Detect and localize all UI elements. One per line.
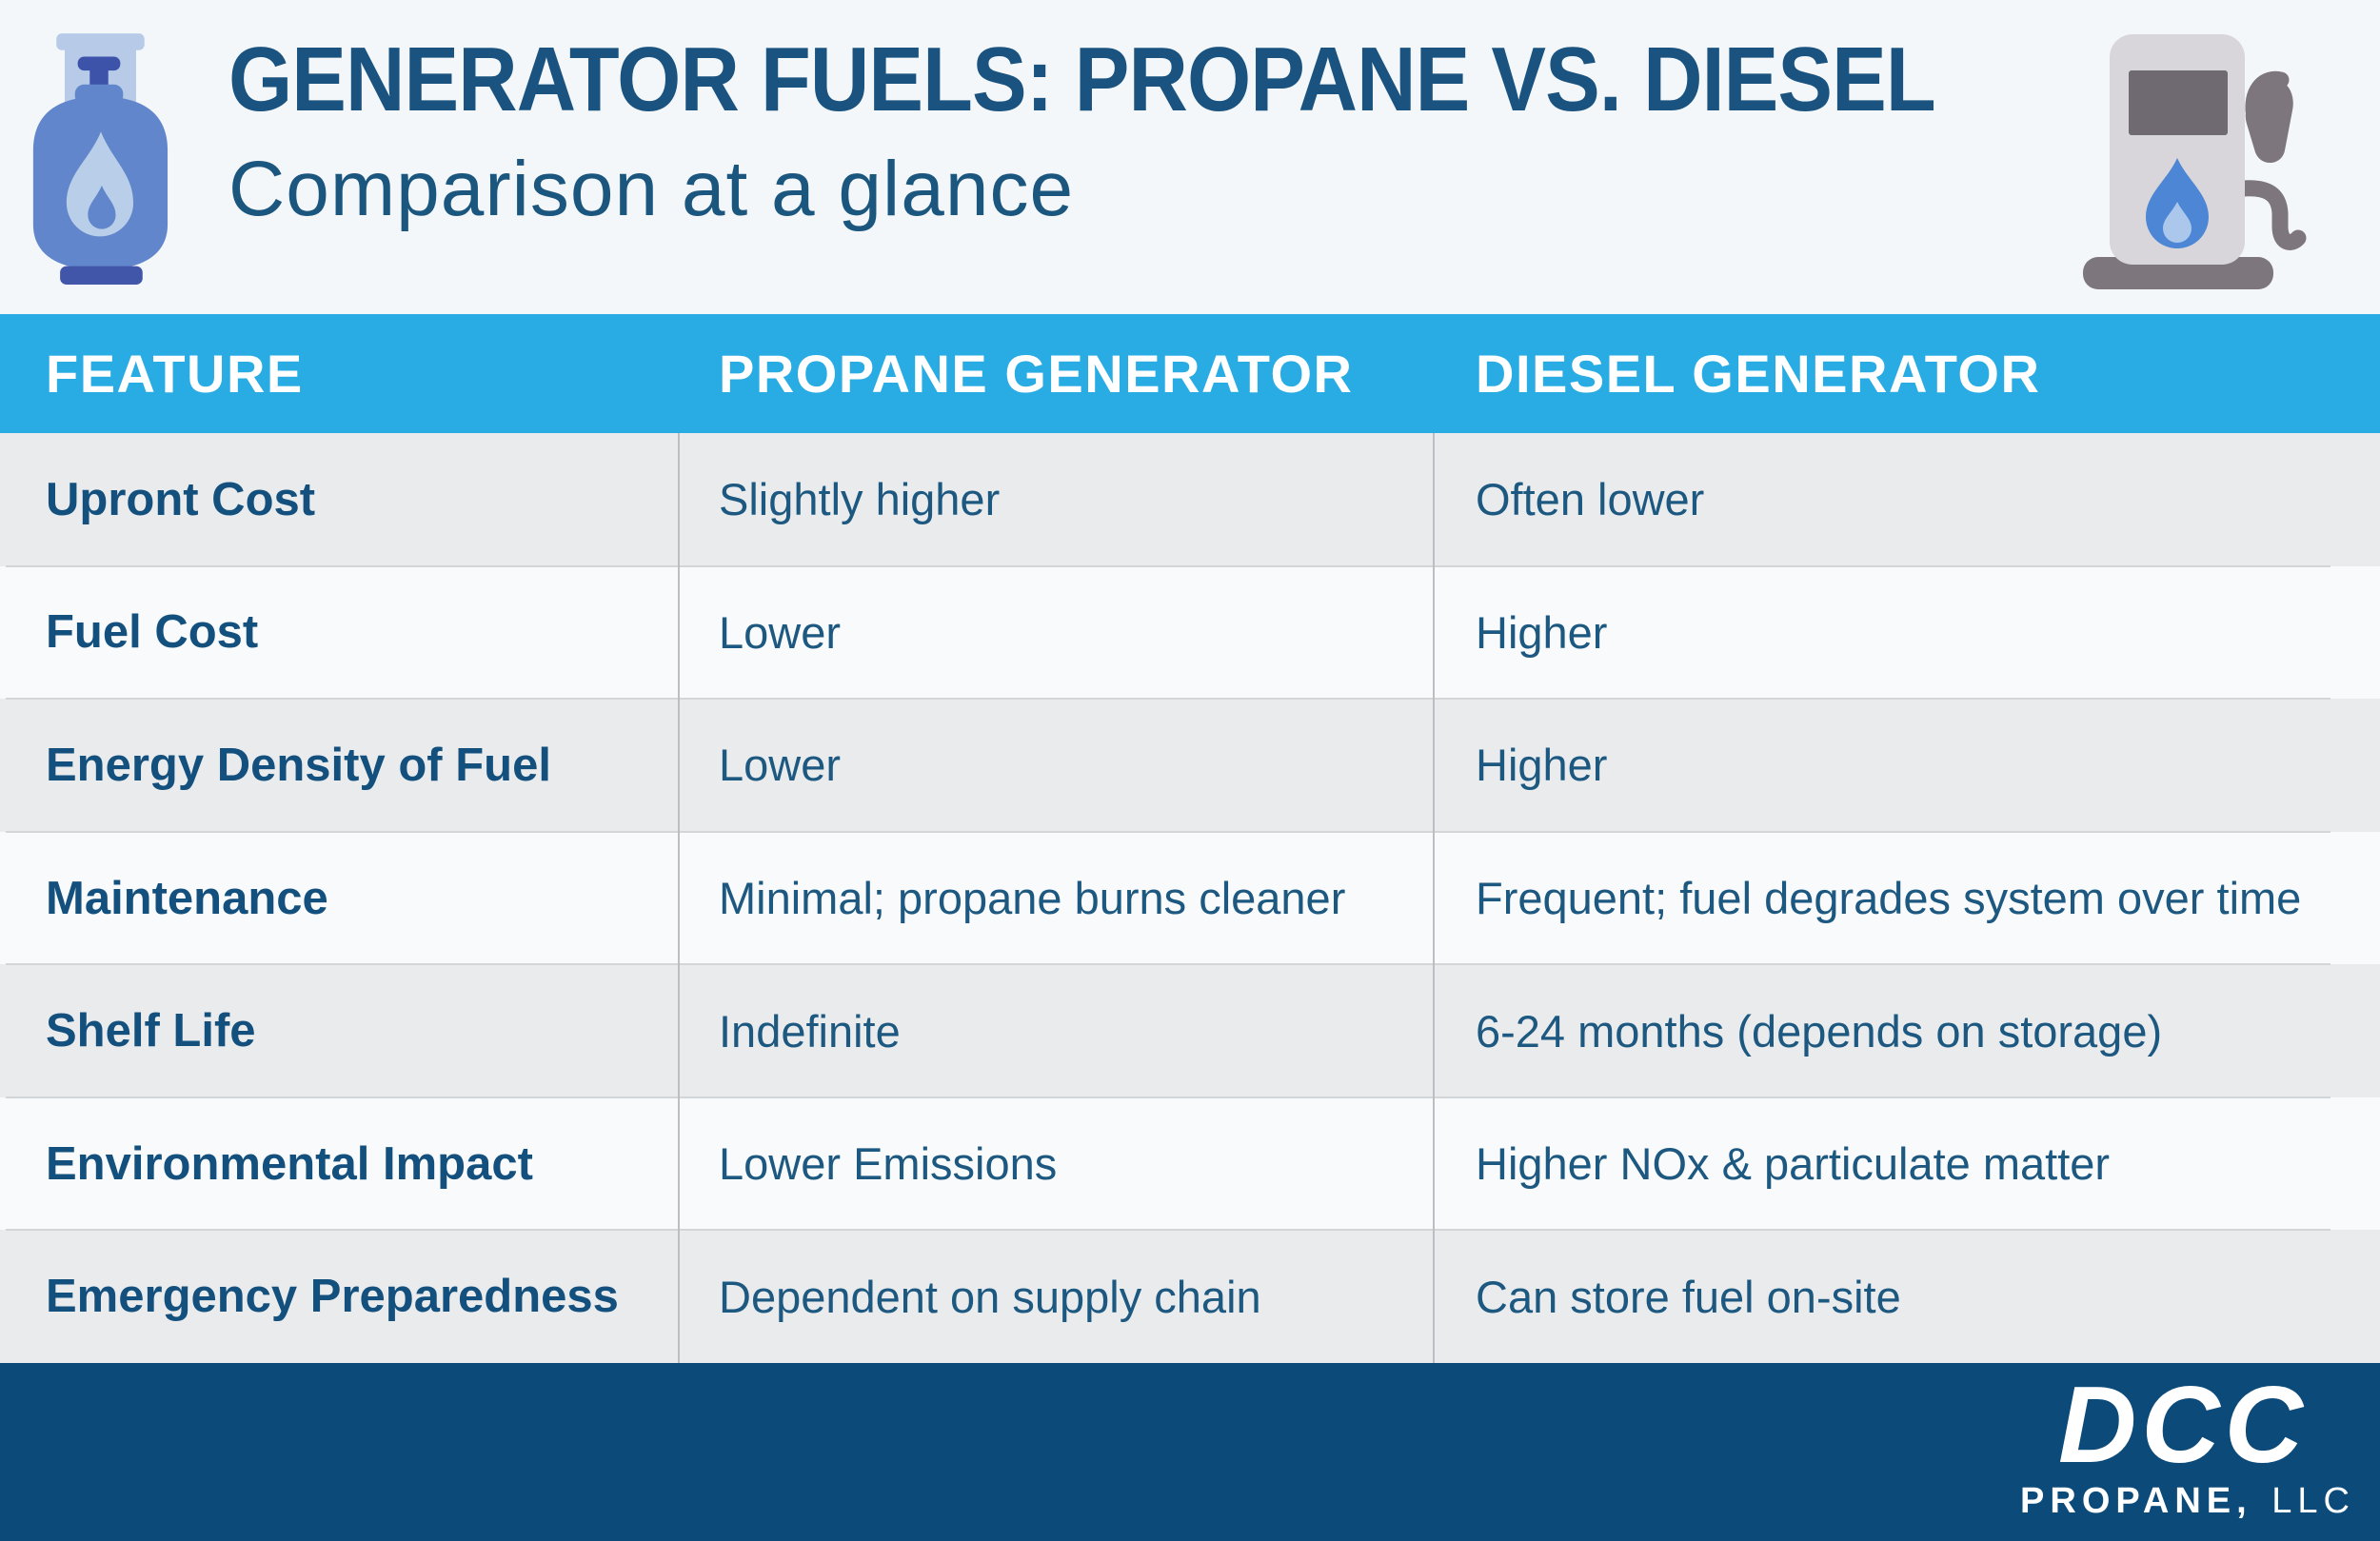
table-body: Upront Cost Slightly higher Often lower …	[0, 433, 2380, 1364]
footer-bar: DCC PROPANE, LLC	[0, 1363, 2380, 1541]
flame-inner	[88, 185, 116, 229]
tank-lip	[56, 33, 145, 50]
header-section: GENERATOR FUELS: PROPANE VS. DIESEL Comp…	[0, 0, 2380, 314]
feature-cell: Upront Cost	[46, 473, 316, 525]
diesel-cell: Higher	[1476, 740, 1608, 791]
diesel-cell: Higher	[1476, 606, 1608, 658]
page-title: GENERATOR FUELS: PROPANE VS. DIESEL	[228, 29, 1936, 130]
diesel-cell: 6-24 months (depends on storage)	[1476, 1005, 2163, 1057]
title-block: GENERATOR FUELS: PROPANE VS. DIESEL Comp…	[228, 34, 2125, 228]
feature-cell: Environmental Impact	[46, 1137, 533, 1190]
propane-cell: Minimal; propane burns cleaner	[719, 873, 1346, 924]
page-subtitle: Comparison at a glance	[228, 146, 1075, 232]
fuel-drop-inner	[2163, 202, 2192, 243]
table-row: Emergency Preparedness Dependent on supp…	[0, 1229, 2380, 1364]
dcc-logo-subtext: PROPANE, LLC	[2020, 1481, 2355, 1522]
diesel-cell: Frequent; fuel degrades system over time	[1476, 873, 2302, 924]
column-header-diesel: DIESEL GENERATOR	[1476, 344, 2041, 404]
column-divider	[678, 433, 680, 1387]
table-header-row: FEATURE PROPANE GENERATOR DIESEL GENERAT…	[0, 314, 2380, 433]
pump-nozzle-body	[2245, 76, 2293, 164]
table-row: Maintenance Minimal; propane burns clean…	[0, 830, 2380, 965]
tank-valve-bar	[77, 56, 121, 71]
dcc-logo: DCC PROPANE, LLC	[2020, 1365, 2355, 1522]
feature-cell: Energy Density of Fuel	[46, 739, 551, 791]
pump-base	[2083, 257, 2273, 289]
diesel-cell: Can store fuel on-site	[1476, 1271, 1901, 1322]
table-row: Environmental Impact Lower Emissions Hig…	[0, 1096, 2380, 1231]
propane-tank-icon	[32, 33, 169, 286]
propane-cell: Lower	[719, 740, 842, 791]
propane-cell: Slightly higher	[719, 474, 1001, 525]
dcc-logo-llc-text: LLC	[2271, 1481, 2355, 1522]
propane-cell: Lower	[719, 606, 842, 658]
table-row: Upront Cost Slightly higher Often lower	[0, 433, 2380, 566]
column-header-feature: FEATURE	[46, 344, 304, 404]
propane-cell: Dependent on supply chain	[719, 1271, 1261, 1322]
diesel-cell: Often lower	[1476, 474, 1705, 525]
table-row: Shelf Life Indefinite 6-24 months (depen…	[0, 963, 2380, 1097]
diesel-cell: Higher NOx & particulate matter	[1476, 1138, 2111, 1190]
dcc-logo-propane-text: PROPANE,	[2020, 1481, 2252, 1522]
fuel-pump-icon	[2083, 34, 2307, 289]
propane-cell: Indefinite	[719, 1005, 901, 1057]
pump-hose	[2234, 180, 2307, 250]
feature-cell: Maintenance	[46, 872, 328, 924]
feature-cell: Fuel Cost	[46, 606, 259, 659]
tank-base	[60, 266, 143, 286]
flame-icon	[66, 131, 134, 237]
table-row: Energy Density of Fuel Lower Higher	[0, 698, 2380, 832]
column-divider	[1433, 433, 1435, 1387]
dcc-logo-wordmark: DCC	[2058, 1365, 2309, 1486]
pump-screen	[2129, 70, 2228, 135]
table-row: Fuel Cost Lower Higher	[0, 564, 2380, 700]
propane-cell: Lower Emissions	[719, 1138, 1058, 1190]
feature-cell: Shelf Life	[46, 1005, 256, 1057]
feature-cell: Emergency Preparedness	[46, 1271, 619, 1323]
column-header-propane: PROPANE GENERATOR	[719, 344, 1354, 404]
